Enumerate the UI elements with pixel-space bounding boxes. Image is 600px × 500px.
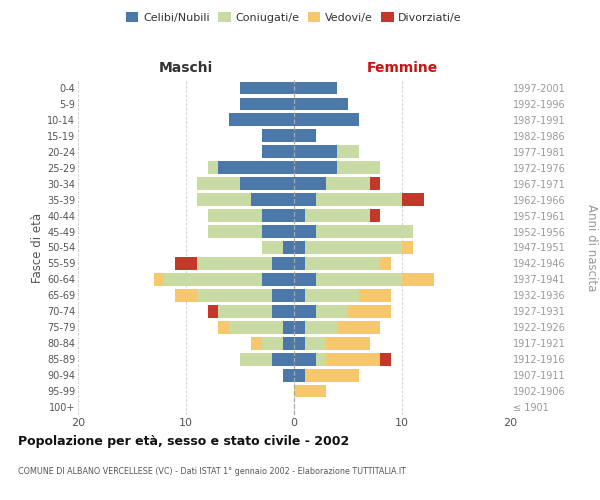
- Bar: [240, 178, 294, 190]
- Bar: [218, 321, 229, 334]
- Bar: [175, 257, 197, 270]
- Bar: [316, 353, 326, 366]
- Bar: [251, 337, 262, 349]
- Bar: [294, 384, 326, 398]
- Bar: [294, 209, 305, 222]
- Bar: [175, 289, 197, 302]
- Bar: [337, 146, 359, 158]
- Text: Popolazione per età, sesso e stato civile - 2002: Popolazione per età, sesso e stato civil…: [18, 435, 349, 448]
- Bar: [272, 353, 294, 366]
- Bar: [283, 321, 294, 334]
- Bar: [294, 241, 305, 254]
- Bar: [294, 225, 316, 238]
- Bar: [197, 178, 240, 190]
- Bar: [348, 305, 391, 318]
- Bar: [359, 289, 391, 302]
- Bar: [326, 178, 370, 190]
- Bar: [294, 273, 316, 286]
- Bar: [208, 225, 262, 238]
- Bar: [294, 194, 316, 206]
- Bar: [283, 368, 294, 382]
- Text: Maschi: Maschi: [159, 61, 213, 75]
- Bar: [316, 305, 348, 318]
- Bar: [305, 209, 370, 222]
- Bar: [294, 98, 348, 110]
- Bar: [294, 321, 305, 334]
- Bar: [262, 209, 294, 222]
- Bar: [305, 289, 359, 302]
- Bar: [240, 353, 272, 366]
- Y-axis label: Anni di nascita: Anni di nascita: [585, 204, 598, 291]
- Bar: [294, 114, 359, 126]
- Legend: Celibi/Nubili, Coniugati/e, Vedovi/e, Divorziati/e: Celibi/Nubili, Coniugati/e, Vedovi/e, Di…: [122, 8, 466, 28]
- Bar: [337, 162, 380, 174]
- Bar: [316, 225, 413, 238]
- Bar: [197, 289, 272, 302]
- Text: COMUNE DI ALBANO VERCELLESE (VC) - Dati ISTAT 1° gennaio 2002 - Elaborazione TUT: COMUNE DI ALBANO VERCELLESE (VC) - Dati …: [18, 468, 406, 476]
- Bar: [305, 337, 326, 349]
- Bar: [294, 130, 316, 142]
- Bar: [229, 114, 294, 126]
- Bar: [402, 241, 413, 254]
- Bar: [283, 241, 294, 254]
- Bar: [197, 194, 251, 206]
- Bar: [305, 368, 359, 382]
- Bar: [305, 321, 337, 334]
- Bar: [262, 273, 294, 286]
- Bar: [380, 353, 391, 366]
- Bar: [208, 305, 218, 318]
- Bar: [294, 82, 337, 94]
- Bar: [272, 305, 294, 318]
- Bar: [294, 368, 305, 382]
- Bar: [262, 225, 294, 238]
- Bar: [262, 130, 294, 142]
- Bar: [294, 162, 337, 174]
- Bar: [164, 273, 262, 286]
- Text: Femmine: Femmine: [367, 61, 437, 75]
- Bar: [402, 194, 424, 206]
- Bar: [283, 337, 294, 349]
- Bar: [316, 194, 402, 206]
- Bar: [272, 289, 294, 302]
- Bar: [305, 241, 402, 254]
- Bar: [154, 273, 164, 286]
- Bar: [251, 194, 294, 206]
- Bar: [316, 273, 402, 286]
- Bar: [294, 257, 305, 270]
- Bar: [262, 241, 283, 254]
- Bar: [370, 209, 380, 222]
- Bar: [208, 209, 262, 222]
- Bar: [294, 146, 337, 158]
- Bar: [262, 146, 294, 158]
- Bar: [272, 257, 294, 270]
- Bar: [218, 305, 272, 318]
- Bar: [370, 178, 380, 190]
- Bar: [229, 321, 283, 334]
- Bar: [262, 337, 283, 349]
- Y-axis label: Fasce di età: Fasce di età: [31, 212, 44, 282]
- Bar: [240, 98, 294, 110]
- Bar: [294, 353, 316, 366]
- Bar: [208, 162, 218, 174]
- Bar: [218, 162, 294, 174]
- Bar: [294, 305, 316, 318]
- Bar: [240, 82, 294, 94]
- Bar: [294, 289, 305, 302]
- Bar: [197, 257, 272, 270]
- Bar: [294, 337, 305, 349]
- Bar: [326, 353, 380, 366]
- Bar: [305, 257, 380, 270]
- Bar: [402, 273, 434, 286]
- Bar: [380, 257, 391, 270]
- Bar: [326, 337, 370, 349]
- Bar: [294, 178, 326, 190]
- Bar: [337, 321, 380, 334]
